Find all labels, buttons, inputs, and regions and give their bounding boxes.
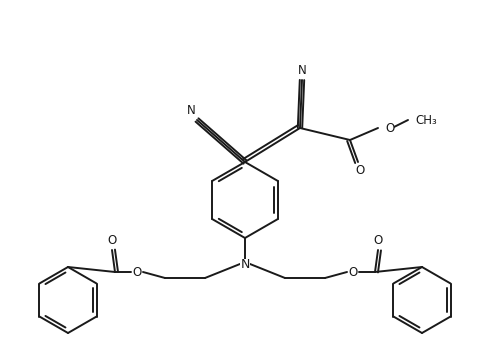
Text: N: N	[187, 104, 195, 118]
Text: CH₃: CH₃	[415, 114, 437, 126]
Text: O: O	[132, 266, 142, 279]
Text: N: N	[240, 258, 249, 272]
Text: O: O	[373, 234, 383, 247]
Text: O: O	[385, 121, 394, 135]
Text: O: O	[348, 266, 358, 279]
Text: O: O	[355, 165, 365, 177]
Text: O: O	[107, 234, 117, 247]
Text: N: N	[297, 64, 306, 78]
